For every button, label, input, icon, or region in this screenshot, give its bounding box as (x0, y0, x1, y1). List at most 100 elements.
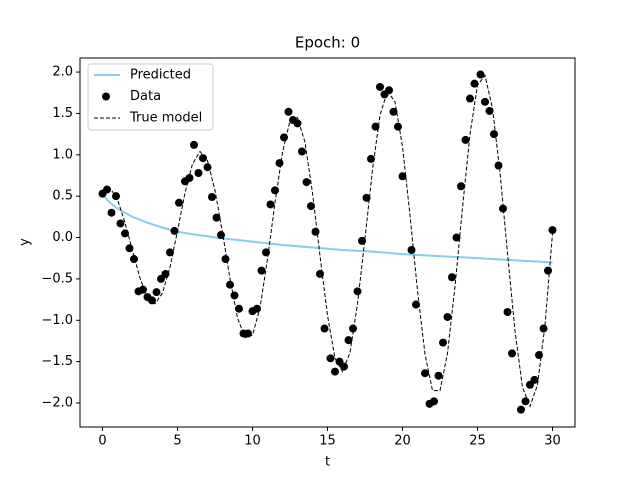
data-point (398, 172, 407, 181)
data-point (452, 233, 461, 242)
data-point (344, 336, 353, 345)
x-tick-label: 30 (544, 434, 561, 449)
y-tick-label: 0.0 (52, 230, 73, 245)
legend-label: True model (129, 111, 202, 126)
data-point (107, 208, 116, 217)
data-point (530, 375, 539, 384)
data-point (448, 273, 456, 282)
data-point (548, 226, 557, 235)
data-point (443, 312, 452, 321)
data-point (362, 193, 371, 202)
data-point (103, 185, 111, 194)
x-tick-label: 20 (394, 434, 411, 449)
y-tick-label: 1.5 (52, 106, 73, 121)
data-point (116, 219, 125, 228)
data-point (293, 119, 302, 128)
data-point (284, 107, 293, 116)
data-point (494, 161, 503, 170)
data-point (457, 182, 465, 191)
x-axis-label: t (325, 455, 330, 470)
data-point (439, 338, 447, 347)
data-point (539, 324, 548, 333)
data-point (194, 169, 203, 178)
data-point (221, 255, 230, 264)
data-point (412, 300, 420, 309)
y-tick-label: −2.0 (41, 396, 73, 411)
data-point (307, 202, 315, 211)
data-point (517, 405, 525, 414)
data-point (161, 269, 170, 278)
data-point (326, 354, 335, 363)
data-point (244, 329, 252, 338)
data-point (421, 369, 429, 378)
data-point (152, 288, 161, 297)
data-point (235, 304, 243, 313)
data-point (190, 140, 198, 149)
data-point (353, 287, 362, 296)
data-point (434, 371, 443, 380)
data-point (203, 163, 212, 172)
data-point (476, 70, 485, 79)
data-point (166, 248, 174, 257)
data-point (470, 79, 479, 88)
legend-label: Data (130, 89, 161, 104)
data-point (175, 198, 183, 207)
data-point (376, 82, 384, 91)
data-point (199, 154, 207, 163)
y-axis-label: y (18, 238, 33, 246)
data-point (125, 244, 134, 253)
data-point (226, 280, 234, 289)
data-point (212, 213, 221, 222)
data-point (280, 133, 288, 142)
data-point (385, 86, 393, 95)
data-point (185, 173, 194, 182)
data-point (430, 397, 438, 406)
data-point (407, 245, 416, 254)
data-point (302, 178, 311, 187)
data-point (499, 204, 507, 213)
plot-area (98, 70, 557, 414)
data-point (371, 122, 380, 131)
data-point (544, 266, 552, 275)
data-point (257, 266, 266, 275)
data-point (208, 192, 216, 201)
x-tick-label: 25 (469, 434, 486, 449)
data-point (485, 106, 494, 115)
data-point (367, 154, 375, 163)
y-tick-label: −1.5 (41, 354, 73, 369)
y-tick-label: 2.0 (52, 65, 73, 80)
data-point (466, 94, 474, 103)
data-point (271, 186, 279, 195)
legend-marker (102, 92, 110, 101)
data-point (331, 367, 339, 376)
chart-title: Epoch: 0 (295, 34, 360, 52)
data-point (139, 285, 147, 294)
data-point (320, 324, 329, 333)
data-point (349, 324, 357, 333)
x-tick-label: 15 (319, 434, 336, 449)
data-point (521, 397, 530, 406)
data-point (275, 159, 284, 168)
legend-label: Predicted (130, 68, 191, 83)
x-tick-label: 10 (244, 434, 261, 449)
data-point (490, 130, 498, 139)
data-point (253, 304, 261, 313)
data-point (298, 147, 306, 156)
y-tick-label: 1.0 (52, 147, 73, 162)
data-point (311, 227, 320, 236)
x-tick-label: 0 (98, 434, 106, 449)
data-point (461, 135, 470, 144)
data-point (503, 307, 512, 316)
axes-frame (79, 57, 576, 428)
data-point (394, 122, 402, 131)
line (102, 74, 553, 408)
x-tick-label: 5 (173, 434, 181, 449)
data-point (230, 291, 239, 300)
y-tick-label: 0.5 (52, 189, 73, 204)
data-point (508, 349, 516, 358)
data-point (481, 97, 489, 106)
y-tick-label: −0.5 (41, 271, 73, 286)
data-point (112, 192, 120, 201)
data-point (389, 107, 398, 116)
